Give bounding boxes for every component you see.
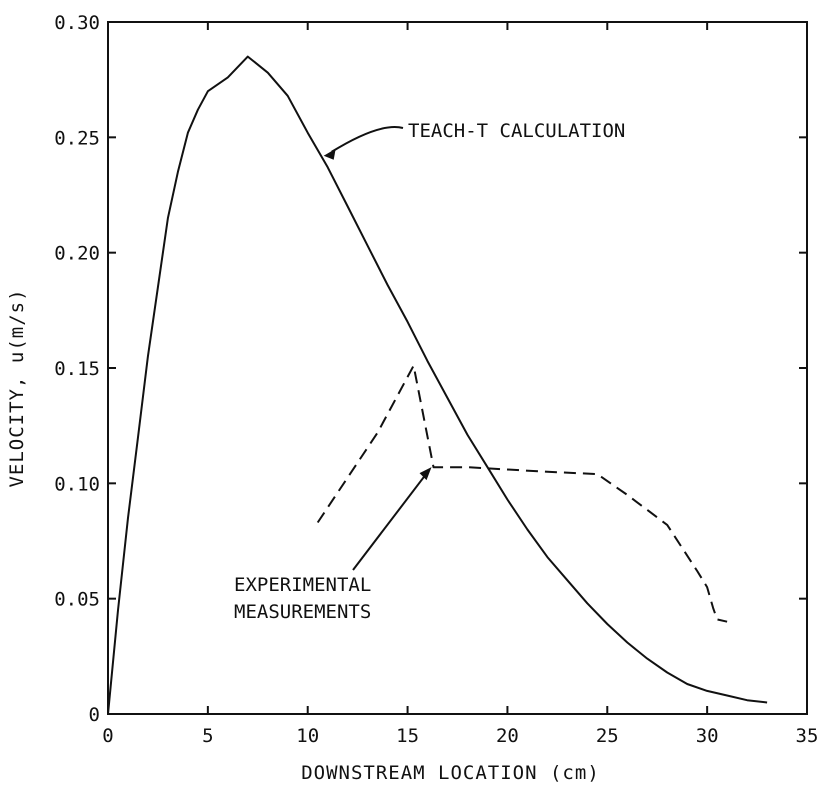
y-tick-label: 0.10 [54,473,100,495]
x-tick-label: 0 [102,725,113,747]
annotation-exp-label-line: MEASUREMENTS [234,601,371,623]
annotation-teach-leader [331,126,404,153]
axis-ticks: 0 5 10 15 20 25 30 35 0 0.05 0.10 0.15 0.20 0.25 0.30 [54,12,818,747]
y-tick-label: 0.20 [54,243,100,265]
annotation-exp-leader [352,471,429,571]
x-tick-label: 5 [202,725,213,747]
annotation-teach-label: TEACH-T CALCULATION [408,120,625,142]
series-line-0 [107,55,768,715]
x-tick-label: 20 [496,725,519,747]
y-tick-label: 0.25 [54,127,100,149]
annotation-exp-arrowhead [419,467,432,481]
y-tick-label: 0 [89,704,100,726]
annotation-exp-label-line: EXPERIMENTAL [234,574,371,596]
annotation-teach-arrowhead [323,148,336,160]
x-tick-label: 15 [396,725,419,747]
series-layer [107,55,768,715]
x-tick-label: 35 [796,725,818,747]
y-tick-label: 0.30 [54,12,100,34]
annotations-layer: TEACH-T CALCULATION EXPERIMENTAL MEASUREME… [234,120,625,623]
x-tick-label: 10 [296,725,319,747]
x-tick-label: 25 [596,725,619,747]
x-axis-title: DOWNSTREAM LOCATION (cm) [301,762,600,784]
y-tick-label: 0.05 [54,589,100,611]
y-tick-label: 0.15 [54,358,100,380]
y-axis-title: VELOCITY, u(m/s) [6,288,28,487]
x-tick-label: 30 [696,725,719,747]
series-line-1 [316,364,728,623]
